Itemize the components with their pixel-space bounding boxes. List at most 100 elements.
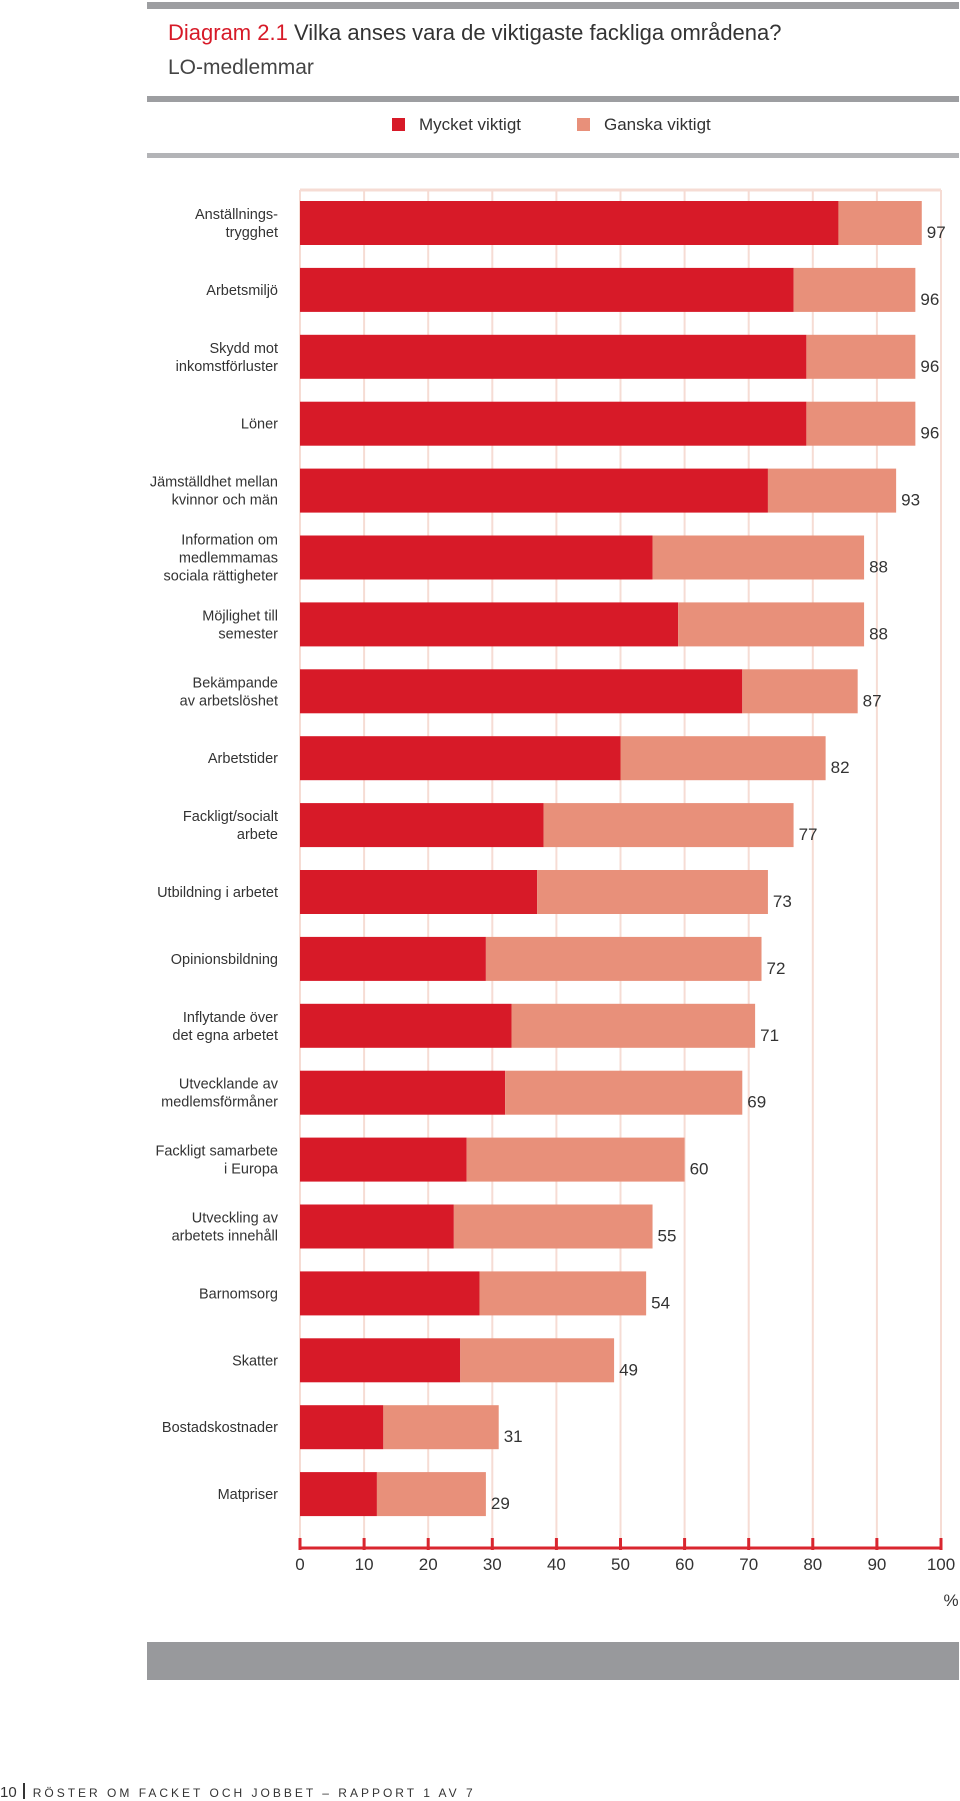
bottom-rule xyxy=(147,1642,959,1680)
top-rule xyxy=(147,2,959,9)
category-label: Inflytande över xyxy=(183,1010,278,1026)
report-title: RÖSTER OM FACKET OCH JOBBET – RAPPORT 1 … xyxy=(32,1786,476,1800)
bar-fairly-important xyxy=(793,267,916,312)
bar-fairly-important xyxy=(838,201,922,245)
bar-fairly-important xyxy=(466,1137,685,1182)
legend-label-very-important: Mycket viktigt xyxy=(419,115,522,134)
legend-label-fairly-important: Ganska viktigt xyxy=(604,115,711,134)
bar-fairly-important xyxy=(543,803,794,848)
bar-fairly-important xyxy=(806,401,916,446)
bar-very-important xyxy=(300,267,794,312)
category-label: Utvecklande av xyxy=(179,1077,279,1093)
category-label: inkomstförluster xyxy=(176,359,279,375)
bar-very-important xyxy=(300,1137,467,1182)
category-label: Utbildning i arbetet xyxy=(157,885,278,901)
category-label: Skatter xyxy=(232,1353,278,1369)
category-label: medlemsförmåner xyxy=(161,1095,278,1111)
bar-very-important xyxy=(300,1070,506,1115)
legend-swatch-very-important xyxy=(392,118,405,131)
bar-total-label: 96 xyxy=(920,357,939,376)
x-axis-unit-label: % xyxy=(943,1591,958,1610)
category-label: Bekämpande xyxy=(193,675,278,691)
bar-fairly-important xyxy=(485,936,762,981)
bar-fairly-important xyxy=(678,602,865,647)
x-tick-label: 100 xyxy=(927,1555,955,1574)
category-label: Arbetsmiljö xyxy=(206,283,278,299)
bar-total-label: 60 xyxy=(690,1160,709,1179)
legend-item-very-important: Mycket viktigt xyxy=(392,115,521,135)
category-label: av arbetslöshet xyxy=(180,693,278,709)
bar-very-important xyxy=(300,1472,377,1517)
category-label: Arbetstider xyxy=(208,751,278,767)
bar-total-label: 88 xyxy=(869,624,888,643)
bar-fairly-important xyxy=(453,1204,653,1249)
legend-item-fairly-important: Ganska viktigt xyxy=(577,115,711,135)
category-label: Utveckling av xyxy=(192,1211,279,1227)
bar-total-label: 72 xyxy=(767,959,786,978)
bar-total-label: 54 xyxy=(651,1293,670,1312)
category-label: arbete xyxy=(237,827,278,843)
title-text: Vilka anses vara de viktigaste fackliga … xyxy=(293,20,782,45)
diagram-number: Diagram 2.1 xyxy=(168,20,288,45)
bar-very-important xyxy=(300,870,538,914)
bar-very-important xyxy=(300,1271,480,1316)
category-label: Fackligt samarbete xyxy=(156,1144,279,1160)
category-label: kvinnor och män xyxy=(172,493,278,509)
page-footer: 10 RÖSTER OM FACKET OCH JOBBET – RAPPORT … xyxy=(0,1783,476,1801)
bar-total-label: 49 xyxy=(619,1360,638,1379)
x-tick-label: 80 xyxy=(803,1555,822,1574)
bar-total-label: 55 xyxy=(658,1227,677,1246)
legend-swatch-fairly-important xyxy=(577,118,590,131)
x-tick-label: 40 xyxy=(547,1555,566,1574)
bar-very-important xyxy=(300,201,839,245)
bar-total-label: 93 xyxy=(901,491,920,510)
bar-very-important xyxy=(300,602,679,647)
bar-very-important xyxy=(300,1204,454,1249)
bar-fairly-important xyxy=(742,669,858,714)
bar-total-label: 77 xyxy=(799,825,818,844)
bar-fairly-important xyxy=(383,1405,499,1450)
bar-fairly-important xyxy=(479,1271,647,1316)
x-tick-label: 50 xyxy=(611,1555,630,1574)
category-label: Jämställdhet mellan xyxy=(150,475,278,491)
bar-very-important xyxy=(300,936,486,981)
bar-fairly-important xyxy=(767,468,897,513)
category-label: trygghet xyxy=(226,225,278,241)
x-tick-label: 30 xyxy=(483,1555,502,1574)
category-label: Matpriser xyxy=(218,1487,279,1503)
bar-very-important xyxy=(300,736,621,781)
category-label: semester xyxy=(218,626,278,642)
category-label: Möjlighet till xyxy=(202,608,278,624)
bar-very-important xyxy=(300,1338,461,1383)
category-label: Fackligt/socialt xyxy=(183,809,278,825)
bar-very-important xyxy=(300,401,807,446)
bar-fairly-important xyxy=(505,1070,743,1115)
x-tick-label: 0 xyxy=(295,1555,304,1574)
category-label: det egna arbetet xyxy=(172,1028,278,1044)
bar-fairly-important xyxy=(652,535,865,580)
category-label: sociala rättigheter xyxy=(164,569,279,585)
bar-total-label: 31 xyxy=(504,1427,523,1446)
bar-fairly-important xyxy=(806,334,916,379)
bar-fairly-important xyxy=(537,870,768,914)
bar-very-important xyxy=(300,1003,512,1048)
bar-total-label: 96 xyxy=(920,290,939,309)
bar-very-important xyxy=(300,468,768,513)
bar-total-label: 97 xyxy=(927,223,946,242)
legend-rule xyxy=(147,153,959,158)
bar-fairly-important xyxy=(460,1338,615,1383)
x-tick-label: 10 xyxy=(355,1555,374,1574)
bar-total-label: 69 xyxy=(747,1093,766,1112)
category-label: medlemmamas xyxy=(179,551,278,567)
bar-total-label: 71 xyxy=(760,1026,779,1045)
bar-fairly-important xyxy=(511,1003,756,1048)
bar-total-label: 87 xyxy=(863,691,882,710)
bar-very-important xyxy=(300,1405,384,1450)
x-tick-label: 90 xyxy=(867,1555,886,1574)
x-tick-label: 60 xyxy=(675,1555,694,1574)
bar-fairly-important xyxy=(620,736,826,781)
category-label: Opinionsbildning xyxy=(171,952,278,968)
bar-total-label: 96 xyxy=(920,424,939,443)
bar-total-label: 73 xyxy=(773,892,792,911)
bar-total-label: 88 xyxy=(869,558,888,577)
